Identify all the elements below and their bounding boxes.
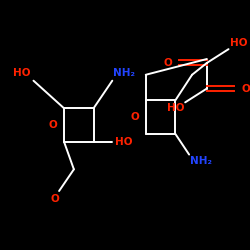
Text: HO: HO	[166, 103, 184, 113]
Text: O: O	[130, 112, 139, 122]
Text: HO: HO	[230, 38, 247, 48]
Text: O: O	[163, 58, 172, 68]
Text: HO: HO	[13, 68, 30, 78]
Text: O: O	[51, 194, 59, 204]
Text: NH₂: NH₂	[113, 68, 135, 78]
Text: O: O	[242, 84, 250, 94]
Text: NH₂: NH₂	[190, 156, 212, 166]
Text: O: O	[49, 120, 58, 130]
Text: HO: HO	[115, 137, 133, 147]
